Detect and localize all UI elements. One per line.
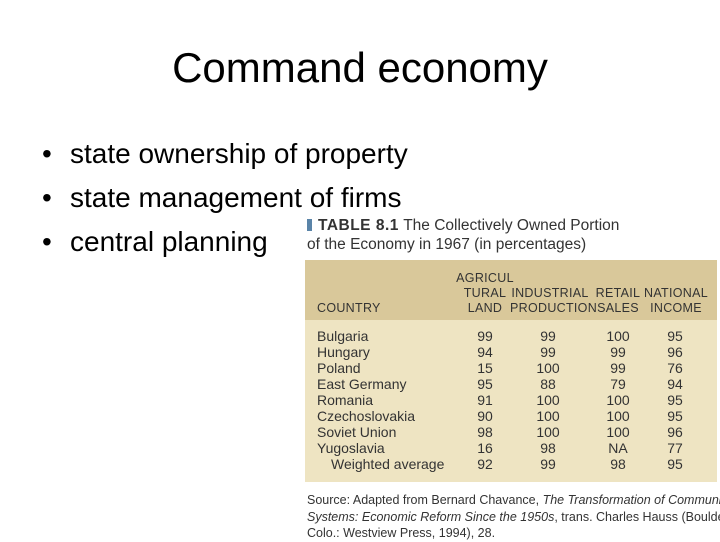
cell-country: Poland bbox=[317, 360, 361, 376]
cell-industrial: 99 bbox=[540, 344, 556, 360]
table-header: COUNTRY AGRICUL TURAL LAND INDUSTRIAL PR… bbox=[305, 260, 717, 320]
bullet-text: state ownership of property bbox=[70, 138, 408, 169]
header-industrial-line1: INDUSTRIAL bbox=[511, 286, 589, 300]
bullet-item: • state ownership of property bbox=[42, 132, 408, 176]
cell-retail: 79 bbox=[610, 376, 626, 392]
cell-national: 76 bbox=[667, 360, 683, 376]
table-number: TABLE 8.1 bbox=[318, 217, 399, 234]
header-retail-line2: SALES bbox=[597, 301, 639, 315]
table-row: Yugoslavia 16 98 NA 77 bbox=[305, 440, 717, 456]
data-table: COUNTRY AGRICUL TURAL LAND INDUSTRIAL PR… bbox=[305, 260, 717, 482]
cell-agri: 91 bbox=[477, 392, 493, 408]
source-title-line2: Systems: Economic Reform Since the 1950s bbox=[307, 509, 555, 524]
bullet-text: central planning bbox=[70, 226, 268, 257]
header-national-line1: NATIONAL bbox=[644, 286, 708, 300]
cell-country: Czechoslovakia bbox=[317, 408, 416, 424]
header-industrial-line2: PRODUCTION bbox=[510, 301, 598, 315]
cell-national: 95 bbox=[667, 392, 683, 408]
header-agricultural: AGRICUL TURAL LAND bbox=[453, 271, 517, 316]
source-line3: Colo.: Westview Press, 1994), 28. bbox=[307, 526, 496, 540]
cell-country: East Germany bbox=[317, 376, 407, 392]
bullet-dot: • bbox=[42, 138, 52, 169]
cell-industrial: 100 bbox=[536, 424, 560, 440]
bullet-item: • state management of firms bbox=[42, 176, 408, 220]
cell-industrial: 100 bbox=[536, 392, 560, 408]
source-title-line1: The Transformation of Communist bbox=[542, 493, 720, 507]
header-agri-line2: TURAL bbox=[463, 286, 507, 300]
table-row: East Germany 95 88 79 94 bbox=[305, 376, 717, 392]
header-retail: RETAIL SALES bbox=[588, 286, 648, 316]
cell-agri: 98 bbox=[477, 424, 493, 440]
cell-agri: 94 bbox=[477, 344, 493, 360]
cell-retail: 100 bbox=[606, 328, 630, 344]
table-row: Czechoslovakia 90 100 100 95 bbox=[305, 408, 717, 424]
cell-retail: 99 bbox=[610, 344, 626, 360]
cell-retail: 100 bbox=[606, 392, 630, 408]
cell-industrial: 100 bbox=[536, 360, 560, 376]
cell-national: 95 bbox=[667, 408, 683, 424]
cell-national: 95 bbox=[667, 328, 683, 344]
cell-agri: 99 bbox=[477, 328, 493, 344]
cell-country: Bulgaria bbox=[317, 328, 369, 344]
header-country-label: COUNTRY bbox=[317, 301, 381, 315]
slide-title: Command economy bbox=[172, 44, 548, 91]
cell-country: Romania bbox=[317, 392, 374, 408]
table-row-weighted-average: Weighted average 92 99 98 95 bbox=[305, 456, 717, 472]
cell-agri: 92 bbox=[477, 456, 493, 472]
header-industrial: INDUSTRIAL PRODUCTION bbox=[510, 286, 597, 316]
source-rest-line2: , trans. Charles Hauss (Boulder, bbox=[554, 509, 720, 524]
cell-national: 95 bbox=[667, 456, 683, 472]
cell-national: 77 bbox=[667, 440, 683, 456]
table-row: Bulgaria 99 99 100 95 bbox=[305, 328, 717, 344]
cell-industrial: 88 bbox=[540, 376, 556, 392]
cell-national: 94 bbox=[667, 376, 683, 392]
caption-line2: of the Economy in 1967 (in percentages) bbox=[307, 236, 587, 253]
table-body: Bulgaria 99 99 100 95 Hungary 94 99 99 96 Poland… bbox=[305, 320, 717, 482]
cell-industrial: 98 bbox=[540, 440, 556, 456]
table-row: Hungary 94 99 99 96 bbox=[305, 344, 717, 360]
cell-industrial: 99 bbox=[540, 456, 556, 472]
header-agri-line1: AGRICUL bbox=[456, 271, 514, 285]
cell-retail: 99 bbox=[610, 360, 626, 376]
caption-marker bbox=[307, 219, 312, 231]
header-national: NATIONAL INCOME bbox=[641, 286, 711, 316]
header-agri-line3: LAND bbox=[467, 301, 503, 315]
cell-agri: 15 bbox=[477, 360, 493, 376]
cell-country: Weighted average bbox=[331, 456, 445, 472]
bullet-list: • state ownership of property • state mana… bbox=[42, 132, 408, 264]
cell-retail: NA bbox=[608, 440, 628, 456]
table-row: Romania 91 100 100 95 bbox=[305, 392, 717, 408]
cell-retail: 100 bbox=[606, 408, 630, 424]
cell-country: Hungary bbox=[317, 344, 370, 360]
cell-agri: 90 bbox=[477, 408, 493, 424]
cell-country: Soviet Union bbox=[317, 424, 397, 440]
table-caption: TABLE 8.1 The Collectively Owned Portion… bbox=[305, 216, 717, 254]
cell-industrial: 100 bbox=[536, 408, 560, 424]
cell-agri: 95 bbox=[477, 376, 493, 392]
cell-retail: 98 bbox=[610, 456, 626, 472]
bullet-dot: • bbox=[42, 182, 52, 213]
bullet-dot: • bbox=[42, 226, 52, 257]
bullet-item: • central planning bbox=[42, 220, 408, 264]
table-source-note: Source: Adapted from Bernard Chavance, T… bbox=[305, 492, 720, 542]
cell-retail: 100 bbox=[606, 424, 630, 440]
bullet-text: state management of firms bbox=[70, 182, 402, 213]
table-figure: TABLE 8.1 The Collectively Owned Portion… bbox=[305, 216, 720, 542]
cell-national: 96 bbox=[667, 344, 683, 360]
cell-country: Yugoslavia bbox=[317, 440, 385, 456]
source-prefix: Source: Adapted from Bernard Chavance, bbox=[307, 493, 543, 507]
header-country: COUNTRY bbox=[317, 301, 381, 316]
table-row: Poland 15 100 99 76 bbox=[305, 360, 717, 376]
table-row: Soviet Union 98 100 100 96 bbox=[305, 424, 717, 440]
cell-industrial: 99 bbox=[540, 328, 556, 344]
cell-national: 96 bbox=[667, 424, 683, 440]
header-national-line2: INCOME bbox=[650, 301, 702, 315]
caption-line1: The Collectively Owned Portion bbox=[403, 217, 620, 234]
cell-agri: 16 bbox=[477, 440, 493, 456]
header-retail-line1: RETAIL bbox=[595, 286, 641, 300]
